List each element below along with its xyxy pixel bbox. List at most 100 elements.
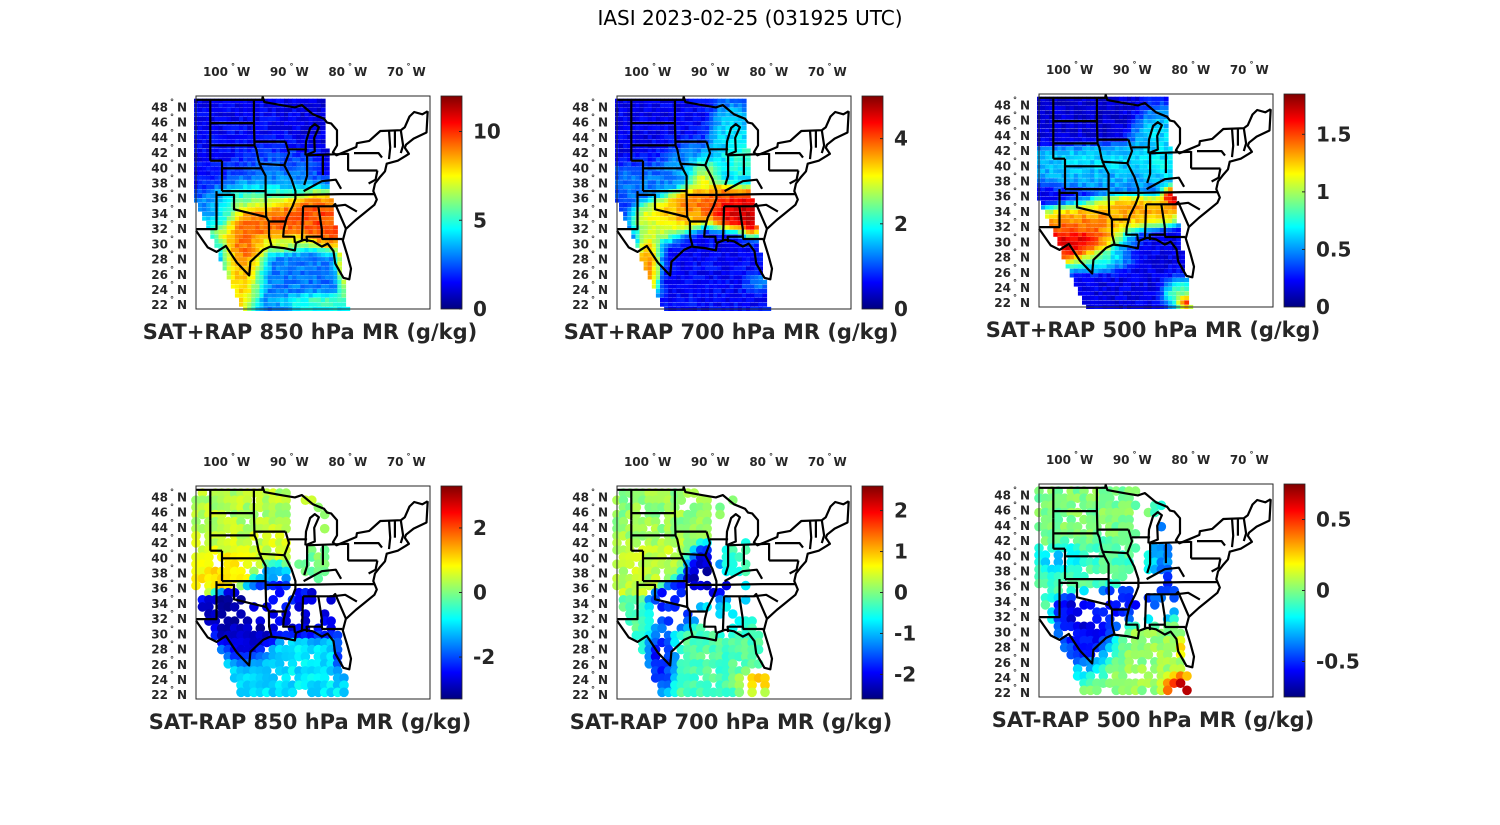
field-cell	[655, 248, 661, 253]
degree-symbol: °	[1013, 187, 1017, 196]
field-cell	[1102, 132, 1108, 138]
field-cell	[672, 216, 677, 221]
field-cell	[639, 234, 645, 239]
field-cell	[725, 288, 731, 294]
field-cell	[292, 211, 297, 217]
field-cell	[263, 284, 269, 289]
field-cell	[668, 162, 673, 167]
field-cell	[746, 302, 751, 307]
field-cell	[1163, 246, 1169, 251]
field-cell	[1127, 128, 1132, 133]
field-cell	[1098, 218, 1104, 224]
observation-dot	[319, 523, 330, 534]
field-cell	[684, 130, 690, 135]
field-cell	[643, 261, 649, 266]
field-cell	[243, 261, 248, 266]
field-cell	[668, 288, 673, 294]
field-cell	[721, 98, 727, 103]
field-cell	[1114, 277, 1120, 282]
field-cell	[1155, 209, 1161, 215]
field-cell	[1122, 146, 1128, 151]
field-cell	[1082, 209, 1087, 215]
field-cell	[1090, 277, 1095, 282]
field-cell	[1127, 286, 1132, 292]
degree-symbol: °	[170, 250, 174, 259]
field-cell	[312, 184, 318, 189]
longitude-tick-label: 100	[1046, 63, 1071, 77]
field-cell	[1147, 223, 1153, 228]
field-cell	[1131, 101, 1136, 106]
field-cell	[754, 275, 759, 280]
field-cell	[655, 216, 661, 221]
field-cell	[647, 112, 653, 117]
field-cell	[1041, 191, 1046, 196]
field-cell	[696, 207, 702, 212]
field-cell	[1065, 264, 1071, 269]
field-cell	[316, 107, 322, 112]
field-cell	[639, 189, 645, 194]
field-cell	[259, 175, 265, 180]
field-cell	[230, 112, 236, 117]
field-cell	[234, 112, 240, 117]
field-cell	[251, 239, 256, 244]
field-cell	[198, 198, 203, 203]
field-cell	[664, 248, 669, 253]
field-cell	[1139, 268, 1144, 273]
field-cell	[1139, 295, 1144, 301]
field-cell	[1069, 250, 1075, 255]
field-cell	[1073, 151, 1079, 156]
state-border	[775, 151, 804, 159]
field-cell	[1118, 182, 1124, 187]
field-cell	[733, 207, 739, 212]
field-cell	[198, 193, 203, 198]
field-cell	[308, 175, 314, 180]
field-cell	[672, 220, 677, 226]
field-cell	[1082, 182, 1087, 187]
field-cell	[329, 243, 334, 248]
field-cell	[627, 116, 632, 122]
field-cell	[713, 134, 718, 140]
field-cell	[664, 198, 669, 203]
field-cell	[279, 175, 285, 180]
field-cell	[1147, 268, 1153, 273]
field-cell	[1069, 268, 1075, 273]
field-cell	[623, 130, 628, 135]
field-cell	[660, 220, 665, 226]
field-cell	[1069, 128, 1075, 133]
field-cell	[664, 153, 669, 158]
field-cell	[741, 270, 747, 275]
field-cell	[325, 198, 330, 203]
field-cell	[1065, 105, 1071, 110]
field-cell	[692, 202, 698, 208]
field-cell	[202, 175, 207, 180]
field-cell	[1151, 119, 1157, 124]
field-cell	[1122, 295, 1128, 301]
field-cell	[218, 175, 224, 180]
field-cell	[259, 297, 265, 303]
field-cell	[1143, 128, 1149, 133]
coastline	[195, 111, 429, 281]
field-cell	[676, 297, 682, 303]
field-cell	[696, 266, 702, 271]
field-cell	[325, 189, 330, 194]
field-cell	[709, 279, 714, 284]
field-cell	[288, 293, 293, 298]
field-cell	[255, 130, 261, 135]
field-cell	[198, 107, 203, 112]
field-cell	[214, 125, 220, 131]
field-cell	[1155, 214, 1161, 219]
field-cell	[1061, 178, 1067, 183]
field-cell	[1151, 246, 1157, 251]
field-cell	[733, 252, 739, 257]
field-cell	[210, 130, 215, 135]
field-cell	[1065, 151, 1071, 156]
field-cell	[214, 162, 220, 167]
field-cell	[721, 125, 727, 131]
panel-sat-plus-rap-500: 100 ° W 90 ° W 80 ° W 70 ° W 48 ° N 46 ° N 44 ° N 42 ° N 40 ° N 38 °…	[963, 56, 1383, 356]
field-cell	[750, 220, 755, 226]
field-cell	[1122, 264, 1128, 269]
field-cell	[709, 293, 714, 298]
field-cell	[741, 248, 747, 253]
field-cell	[1180, 286, 1185, 292]
field-cell	[746, 184, 751, 189]
